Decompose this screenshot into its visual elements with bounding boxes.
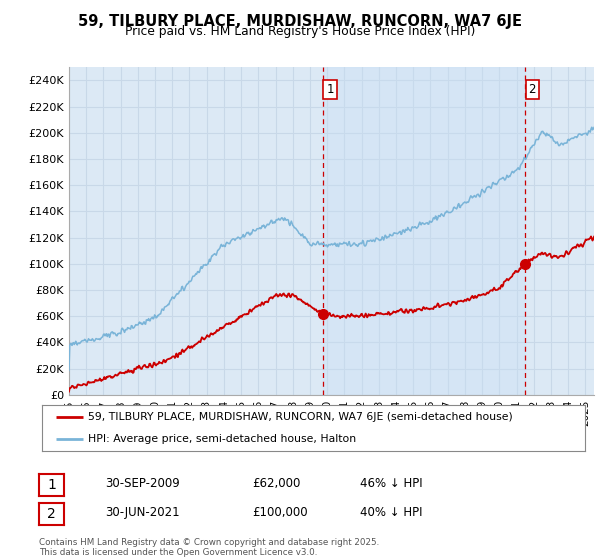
Text: 2: 2 xyxy=(47,507,56,521)
Text: 59, TILBURY PLACE, MURDISHAW, RUNCORN, WA7 6JE (semi-detached house): 59, TILBURY PLACE, MURDISHAW, RUNCORN, W… xyxy=(88,412,513,422)
Text: 59, TILBURY PLACE, MURDISHAW, RUNCORN, WA7 6JE: 59, TILBURY PLACE, MURDISHAW, RUNCORN, W… xyxy=(78,14,522,29)
Text: £100,000: £100,000 xyxy=(252,506,308,519)
Text: Price paid vs. HM Land Registry's House Price Index (HPI): Price paid vs. HM Land Registry's House … xyxy=(125,25,475,38)
Bar xyxy=(323,67,525,395)
Text: 2: 2 xyxy=(529,83,536,96)
Text: HPI: Average price, semi-detached house, Halton: HPI: Average price, semi-detached house,… xyxy=(88,434,356,444)
Text: 30-SEP-2009: 30-SEP-2009 xyxy=(105,477,180,490)
Text: 1: 1 xyxy=(47,478,56,492)
Text: Contains HM Land Registry data © Crown copyright and database right 2025.
This d: Contains HM Land Registry data © Crown c… xyxy=(39,538,379,557)
Text: 30-JUN-2021: 30-JUN-2021 xyxy=(105,506,179,519)
Text: 40% ↓ HPI: 40% ↓ HPI xyxy=(360,506,422,519)
Text: 1: 1 xyxy=(326,83,334,96)
Text: £62,000: £62,000 xyxy=(252,477,301,490)
Text: 46% ↓ HPI: 46% ↓ HPI xyxy=(360,477,422,490)
